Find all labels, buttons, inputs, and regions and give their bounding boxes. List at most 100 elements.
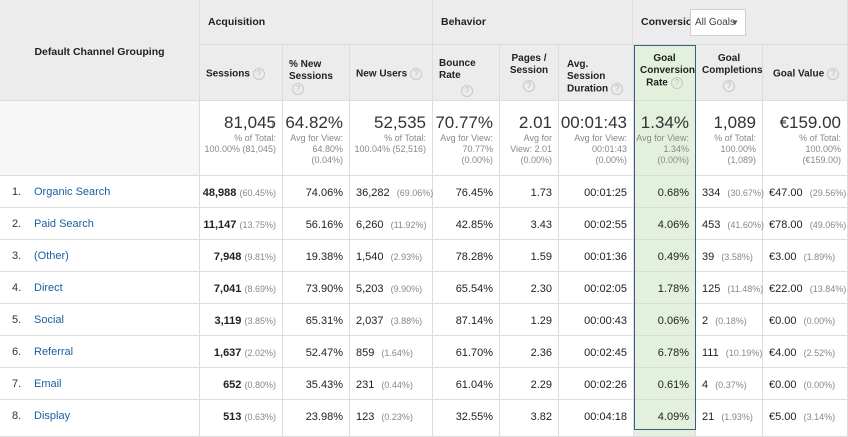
column-header-sessions[interactable]: Sessions? ↓ <box>200 45 283 131</box>
new-users-value: 1,540 <box>356 251 384 263</box>
totals-pages-session: 2.01 Avg for View: 2.01 (0.00%) <box>500 101 559 176</box>
row-pages-session-cell: 1.59 <box>500 240 559 272</box>
totals-goal-value: €159.00 % of Total: 100.00% (€159.00) <box>763 101 848 176</box>
goal-conv-rate-value: 4.09% <box>657 411 689 423</box>
channel-link[interactable]: (Other) <box>34 250 69 262</box>
row-goal-conv-rate-cell: 0.06% <box>634 304 696 336</box>
column-header-goal-value[interactable]: Goal Value? <box>763 45 848 101</box>
sessions-pct: (0.63%) <box>244 412 276 422</box>
row-sessions-cell: 513 (0.63%) <box>200 400 283 437</box>
help-icon[interactable]: ? <box>252 68 265 80</box>
row-goal-value-cell: €22.00 (13.84%) <box>763 272 848 304</box>
new-sessions-header-line2: Sessions <box>289 71 333 82</box>
column-header-new-users[interactable]: New Users? <box>350 45 433 101</box>
goal-completions-header-line1: Goal <box>717 53 741 64</box>
avg-duration-value: 00:02:45 <box>584 347 627 359</box>
sort-descending-icon[interactable]: ↓ <box>269 116 277 131</box>
dimension-header[interactable]: Default Channel Grouping <box>0 0 200 101</box>
bounce-rate-value: 42.85% <box>455 219 493 231</box>
goal-completions-pct: (10.19%) <box>725 348 763 358</box>
help-icon[interactable]: ? <box>461 85 473 97</box>
column-header-goal-completions[interactable]: Goal Completions? <box>696 45 763 101</box>
totals-goal-conv-sub3: (0.00%) <box>657 155 689 165</box>
acquisition-label: Acquisition <box>208 16 266 28</box>
new-sessions-value: 74.06% <box>305 187 343 199</box>
avg-duration-value: 00:02:05 <box>584 283 627 295</box>
channel-link[interactable]: Organic Search <box>34 186 111 198</box>
row-channel-cell: 1. Organic Search <box>0 176 200 208</box>
channel-link[interactable]: Direct <box>34 282 63 294</box>
bounce-rate-value: 78.28% <box>455 251 493 263</box>
totals-goal-conv-sub2: 1.34% <box>663 144 689 154</box>
goal-completions-pct: (11.48%) <box>727 284 764 294</box>
help-icon[interactable]: ? <box>723 80 735 92</box>
help-icon[interactable]: ? <box>827 68 840 80</box>
totals-new-users-value: 52,535 <box>374 113 426 132</box>
help-icon[interactable]: ? <box>523 80 535 92</box>
sessions-pct: (13.75%) <box>239 220 276 230</box>
channel-link[interactable]: Paid Search <box>34 218 94 230</box>
avg-duration-value: 00:02:26 <box>584 379 627 391</box>
goal-conv-rate-value: 0.68% <box>657 187 689 199</box>
sessions-pct: (3.85%) <box>244 316 276 326</box>
new-sessions-header-line1: % New <box>289 59 322 70</box>
goal-select-value: All Goals <box>695 17 736 28</box>
row-pages-session-cell: 2.30 <box>500 272 559 304</box>
goal-value-pct: (0.00%) <box>803 316 836 326</box>
help-icon[interactable]: ? <box>410 68 423 80</box>
goal-value-pct: (2.52%) <box>803 348 836 358</box>
row-sessions-cell: 652 (0.80%) <box>200 368 283 400</box>
row-pages-session-cell: 2.29 <box>500 368 559 400</box>
totals-bounce-rate: 70.77% Avg for View: 70.77% (0.00%) <box>433 101 500 176</box>
new-users-pct: (9.90%) <box>390 284 423 294</box>
sessions-value: 48,988 <box>202 187 237 199</box>
row-rank: 6. <box>12 346 22 358</box>
new-sessions-value: 52.47% <box>305 347 343 359</box>
sessions-pct: (0.80%) <box>244 380 276 390</box>
bounce-rate-value: 32.55% <box>455 411 493 423</box>
column-header-pages-session[interactable]: Pages / Session? <box>500 45 559 101</box>
totals-avg-duration: 00:01:43 Avg for View: 00:01:43 (0.00%) <box>559 101 634 176</box>
row-avg-duration-cell: 00:02:26 <box>559 368 634 400</box>
column-header-bounce-rate[interactable]: Bounce Rate? <box>433 45 500 101</box>
avg-duration-value: 00:02:55 <box>584 219 627 231</box>
channel-link[interactable]: Social <box>34 314 64 326</box>
column-header-avg-duration[interactable]: Avg. Session Duration? <box>559 45 634 101</box>
channel-link[interactable]: Referral <box>34 346 74 358</box>
row-goal-conv-rate-cell: 4.06% <box>634 208 696 240</box>
caret-down-icon: ▼ <box>731 18 739 27</box>
behavior-label: Behavior <box>441 16 486 28</box>
bounce-rate-value: 61.70% <box>455 347 493 359</box>
avg-duration-value: 00:04:18 <box>584 411 627 423</box>
totals-new-sessions: 64.82% Avg for View: 64.80% (0.04%) <box>283 101 350 176</box>
new-sessions-value: 35.43% <box>305 379 343 391</box>
row-goal-completions-cell: 334 (30.67%) <box>696 176 764 208</box>
row-goal-conv-rate-cell: 0.49% <box>634 240 696 272</box>
goal-select-dropdown[interactable]: All Goals ▼ <box>690 9 746 36</box>
row-avg-duration-cell: 00:01:36 <box>559 240 634 272</box>
goal-completions-value: 453 <box>702 219 721 231</box>
row-bounce-rate-cell: 32.55% <box>433 400 500 437</box>
help-icon[interactable]: ? <box>670 77 683 89</box>
help-icon[interactable]: ? <box>292 83 304 95</box>
goal-completions-header-line2: Completions <box>702 65 763 76</box>
help-icon[interactable]: ? <box>611 83 624 95</box>
pages-session-header-line1: Pages / <box>511 53 547 64</box>
goal-value-value: €5.00 <box>769 411 797 423</box>
goal-value-pct: (1.89%) <box>803 252 836 262</box>
goal-conv-rate-value: 0.61% <box>657 379 689 391</box>
row-rank: 4. <box>12 282 22 294</box>
row-goal-conv-rate-cell: 0.68% <box>634 176 696 208</box>
totals-new-sessions-sub2: 64.80% <box>312 144 343 154</box>
pages-session-value: 2.30 <box>530 283 552 295</box>
row-pages-session-cell: 1.73 <box>500 176 559 208</box>
column-header-new-sessions[interactable]: % New Sessions? <box>283 45 350 101</box>
goal-conv-rate-value: 6.78% <box>657 347 689 359</box>
goal-completions-pct: (0.37%) <box>715 380 747 390</box>
column-header-goal-conversion-rate[interactable]: Goal Conversion Rate? <box>634 45 696 101</box>
new-users-header-label: New Users <box>356 68 408 80</box>
channel-link[interactable]: Email <box>34 378 62 390</box>
channel-link[interactable]: Display <box>34 410 71 422</box>
goal-value-pct: (3.14%) <box>803 412 836 422</box>
totals-goal-completions-sub1: % of Total: <box>714 133 756 143</box>
